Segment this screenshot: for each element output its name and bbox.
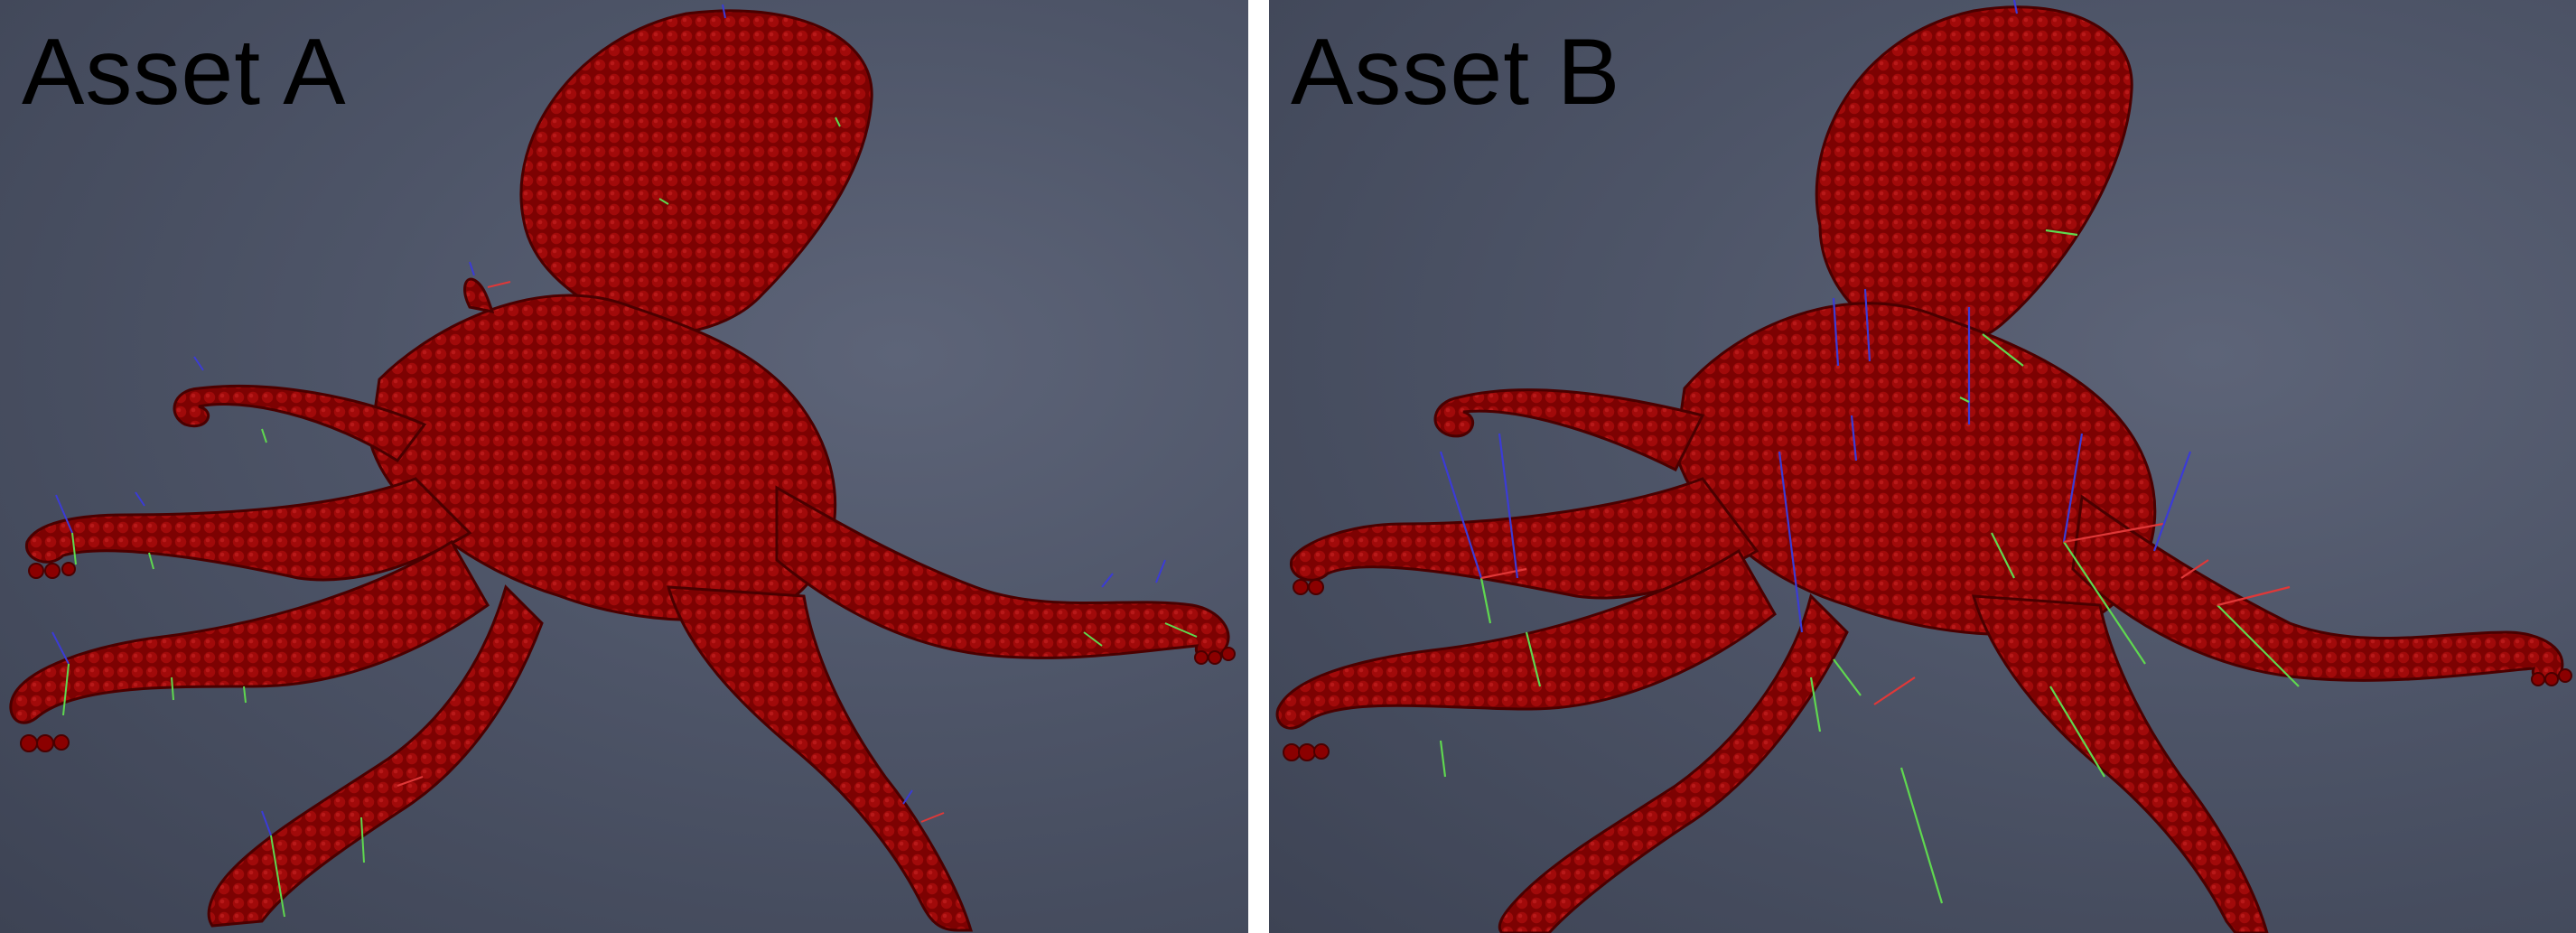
- orientation-gizmo-icon: [1439, 0, 2300, 904]
- viewport-asset-a[interactable]: Asset A: [0, 0, 1248, 933]
- asset-a-label: Asset A: [22, 20, 347, 125]
- asset-b-label: Asset B: [1291, 20, 1621, 125]
- viewport-asset-b[interactable]: Asset B: [1269, 0, 2576, 933]
- octopus-model-b[interactable]: [1269, 0, 2576, 933]
- orientation-gizmo-icon: [51, 4, 1198, 918]
- octopus-model-a[interactable]: [0, 0, 1248, 933]
